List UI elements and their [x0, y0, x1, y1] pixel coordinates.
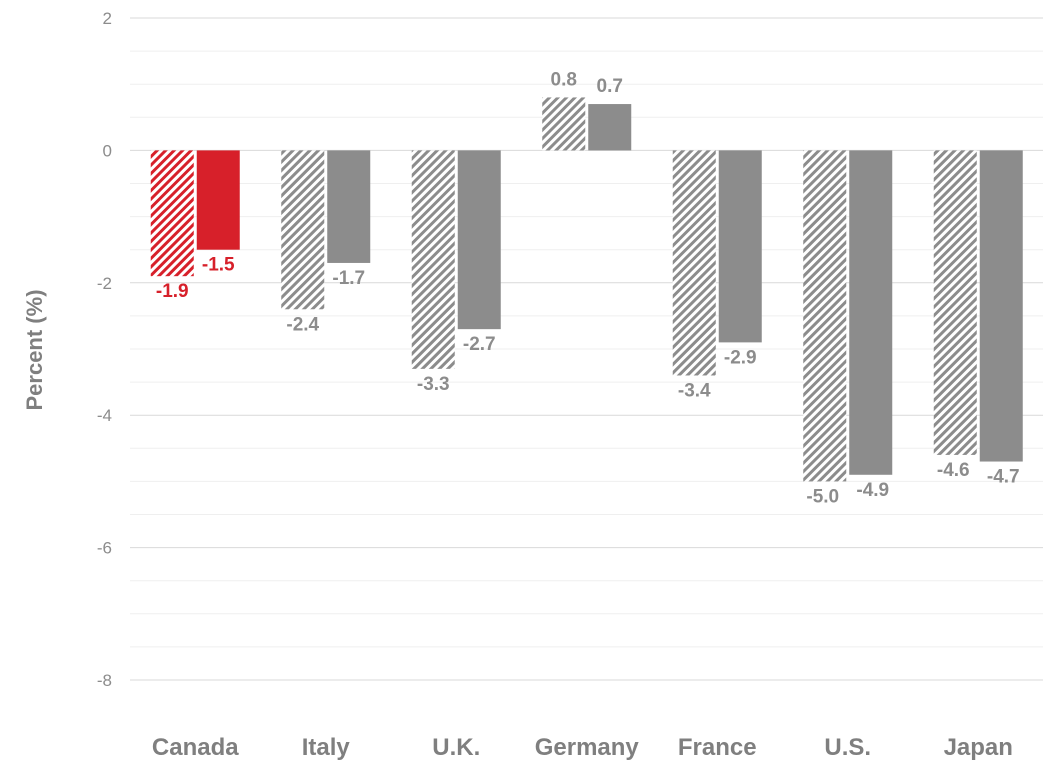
bar-hatched-france — [672, 150, 716, 376]
y-tick-label: -6 — [97, 539, 112, 558]
bar-solid-canada — [196, 150, 240, 250]
y-tick-label: -8 — [97, 671, 112, 690]
data-label: -2.7 — [463, 334, 496, 355]
bar-hatched-us — [803, 150, 847, 482]
bar-hatched-uk — [411, 150, 455, 369]
bar-hatched-canada — [150, 150, 194, 277]
data-label: -3.4 — [678, 380, 711, 401]
bars — [150, 97, 1023, 482]
data-label: -1.7 — [332, 268, 365, 289]
category-label: France — [678, 734, 757, 761]
data-label: 0.8 — [551, 69, 577, 90]
category-label: Germany — [535, 734, 640, 761]
bar-solid-italy — [327, 150, 371, 263]
data-label: 0.7 — [597, 76, 623, 97]
category-label: Italy — [302, 734, 351, 761]
bar-hatched-japan — [933, 150, 977, 455]
bar-hatched-germany — [542, 97, 586, 151]
category-label: U.K. — [432, 734, 480, 761]
data-label: -5.0 — [806, 486, 839, 507]
bar-solid-germany — [588, 104, 632, 151]
category-label: Japan — [944, 734, 1013, 761]
bar-solid-us — [849, 150, 893, 475]
data-label: -1.5 — [202, 255, 235, 276]
gridlines — [130, 17, 1043, 681]
data-label: -2.9 — [724, 347, 757, 368]
bar-solid-uk — [457, 150, 501, 330]
data-label: -4.7 — [987, 467, 1020, 488]
y-tick-label: -4 — [97, 406, 112, 425]
bar-hatched-italy — [281, 150, 325, 310]
data-label: -4.6 — [937, 460, 970, 481]
y-axis-ticks: 2 0 -2 -4 -6 -8 — [97, 9, 112, 690]
x-axis-categories: Canada Italy U.K. Germany France U.S. Japan — [152, 734, 1013, 761]
data-label: -2.4 — [286, 314, 319, 335]
data-labels: -1.9 -1.5 -2.4 -1.7 -3.3 -2.7 0.8 0.7 -3.4 -2.9 -5… — [156, 69, 1020, 507]
y-tick-label: 0 — [103, 141, 112, 160]
category-label: Canada — [152, 734, 239, 761]
y-axis-label: Percent (%) — [22, 289, 47, 410]
bar-solid-japan — [979, 150, 1023, 462]
data-label: -3.3 — [417, 374, 450, 395]
y-tick-label: -2 — [97, 274, 112, 293]
category-label: U.S. — [824, 734, 871, 761]
data-label: -1.9 — [156, 281, 189, 302]
y-tick-label: 2 — [103, 9, 112, 28]
bar-solid-france — [718, 150, 762, 343]
data-label: -4.9 — [856, 480, 889, 501]
